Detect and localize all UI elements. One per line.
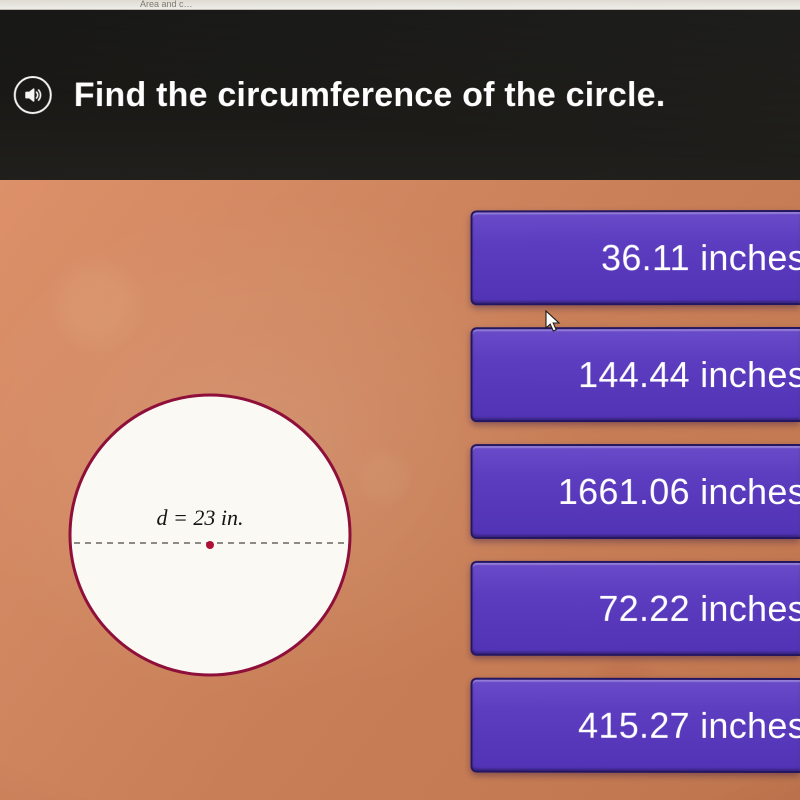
browser-tabstrip: Area and c… xyxy=(0,0,800,10)
answer-option-5[interactable]: 415.27 inches xyxy=(471,678,800,773)
screen: Area and c… Find the circumference of th… xyxy=(0,0,800,800)
question-bar: Find the circumference of the circle. xyxy=(0,10,800,180)
diameter-label: d = 23 in. xyxy=(157,505,244,530)
center-dot xyxy=(206,541,214,549)
answer-label: 415.27 inches xyxy=(578,704,800,746)
answer-label: 36.11 inches xyxy=(601,236,800,278)
read-aloud-button[interactable] xyxy=(14,76,52,114)
answer-label: 1661.06 inches xyxy=(558,470,800,512)
answer-option-3[interactable]: 1661.06 inches xyxy=(471,444,800,539)
question-text: Find the circumference of the circle. xyxy=(74,76,666,115)
answer-option-4[interactable]: 72.22 inches xyxy=(471,561,800,656)
answer-list: 36.11 inches 144.44 inches 1661.06 inche… xyxy=(471,210,800,773)
answer-option-2[interactable]: 144.44 inches xyxy=(471,327,800,422)
tab-label: Area and c… xyxy=(140,0,193,9)
answer-label: 144.44 inches xyxy=(578,353,800,395)
circle-diagram: d = 23 in. xyxy=(60,385,360,685)
content-area: d = 23 in. 36.11 inches 144.44 inches 16… xyxy=(0,180,800,800)
answer-option-1[interactable]: 36.11 inches xyxy=(471,210,800,305)
speaker-icon xyxy=(23,85,43,105)
answer-label: 72.22 inches xyxy=(598,587,800,629)
